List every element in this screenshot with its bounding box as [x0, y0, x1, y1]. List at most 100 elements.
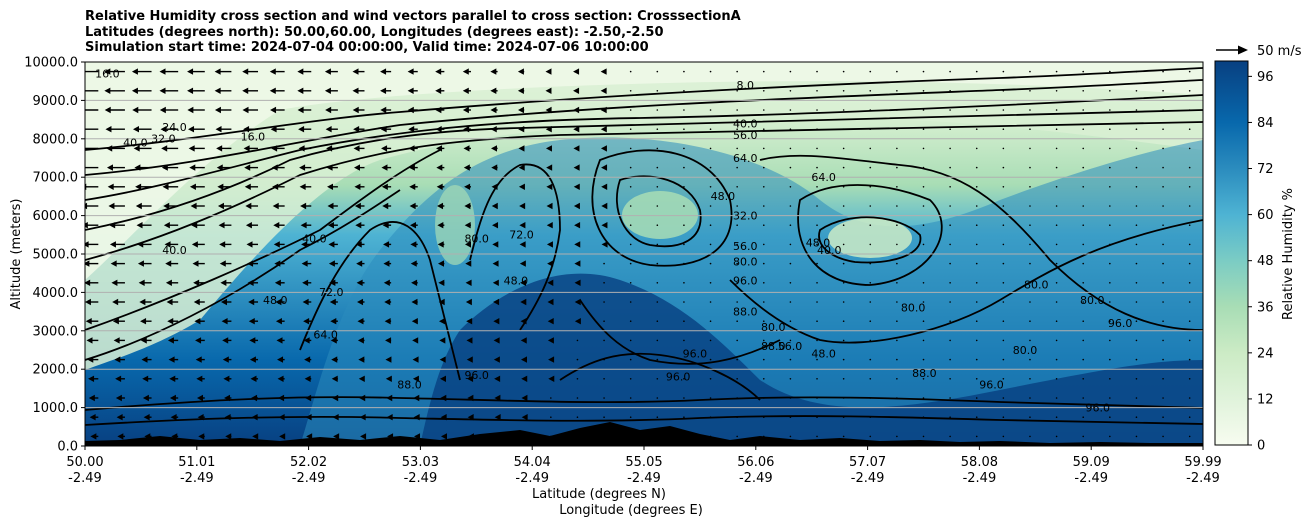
wind-vector-dot: [736, 90, 738, 92]
wind-vector-head: [275, 318, 282, 325]
wind-vector-head: [195, 356, 202, 363]
wind-vector-head: [87, 356, 94, 363]
contour-label: 48.0: [711, 190, 736, 203]
wind-vector-dot: [975, 109, 978, 111]
wind-vector-dot: [762, 205, 765, 207]
contour-label: 48.0: [504, 275, 529, 288]
wind-vector-head: [546, 202, 553, 210]
wind-vector-dot: [1029, 109, 1031, 111]
wind-vector-head: [216, 145, 223, 152]
wind-vector-head: [326, 164, 333, 171]
wind-vector-dot: [1029, 147, 1031, 150]
wind-vector-head: [115, 375, 122, 382]
x-tick-lat-label: 51.01: [178, 455, 215, 470]
colorbar-tick-label: 72: [1257, 162, 1274, 177]
wind-vector-dot: [975, 397, 978, 399]
wind-vector-dot: [1002, 166, 1005, 169]
wind-vector-dot: [789, 301, 792, 303]
contour-label: 96.0: [1108, 317, 1133, 330]
wind-vector-head: [328, 260, 335, 267]
wind-vector-dot: [683, 205, 685, 207]
wind-vector-dot: [1029, 435, 1031, 438]
wind-vector-head: [171, 433, 178, 440]
wind-vector-dot: [789, 358, 792, 361]
wind-vector-dot: [683, 416, 685, 419]
wind-vector-dot: [896, 339, 898, 342]
y-tick-label: 10000.0: [24, 56, 78, 71]
wind-vector-dot: [683, 186, 685, 188]
wind-vector-dot: [1029, 70, 1031, 73]
wind-vector-dot: [896, 397, 898, 399]
wind-vector-head: [332, 394, 339, 402]
wind-vector-dot: [629, 70, 632, 73]
wind-vector-head: [493, 318, 500, 325]
wind-vector-dot: [1055, 205, 1058, 207]
wind-vector-dot: [1082, 320, 1085, 323]
wind-vector-head: [304, 375, 311, 382]
wind-vector-head: [547, 279, 554, 286]
wind-vector-head: [408, 126, 415, 133]
wind-vector-head: [408, 164, 415, 171]
wind-vector-head: [463, 145, 470, 152]
wind-vector-dot: [1109, 224, 1111, 226]
wind-vector-dot: [1188, 320, 1191, 323]
wind-vector-dot: [896, 147, 898, 150]
wind-vector-dot: [842, 435, 845, 438]
x-tick-lon-label: -2.49: [1074, 471, 1108, 486]
wind-vector-dot: [656, 339, 659, 342]
wind-vector-dot: [922, 320, 925, 323]
wind-vector-head: [385, 356, 392, 363]
wind-vector-head: [85, 202, 88, 210]
wind-vector-head: [79, 145, 85, 151]
wind-vector-head: [547, 260, 554, 267]
colorbar-tick-label: 12: [1257, 392, 1274, 407]
wind-vector-head: [387, 433, 394, 440]
wind-vector-dot: [1055, 416, 1058, 419]
wind-vector-dot: [896, 109, 898, 111]
wind-vector-head: [169, 375, 176, 382]
wind-vector-head: [198, 433, 205, 440]
wind-vector-dot: [922, 243, 925, 246]
wind-vector-head: [190, 202, 197, 210]
wind-vector-head: [196, 394, 203, 402]
wind-vector-dot: [576, 358, 579, 361]
wind-vector-dot: [1082, 90, 1085, 92]
wind-vector-dot: [603, 320, 605, 323]
wind-vector-head: [242, 87, 249, 94]
wind-vector-dot: [1109, 109, 1111, 111]
wind-vector-head: [214, 106, 221, 114]
wind-vector-head: [299, 183, 306, 190]
wind-vector-dot: [896, 378, 898, 380]
wind-vector-dot: [975, 435, 978, 438]
wind-vector-head: [305, 414, 312, 421]
wind-vector-head: [352, 106, 359, 114]
wind-vector-dot: [1055, 435, 1058, 438]
contour-label: 88.0: [733, 305, 758, 318]
wind-vector-head: [353, 145, 360, 152]
wind-vector-dot: [789, 128, 792, 130]
x-tick-lon-label: -2.49: [68, 471, 102, 486]
wind-vector-dot: [1188, 90, 1191, 92]
wind-vector-dot: [896, 243, 898, 246]
wind-vector-head: [574, 298, 581, 306]
wind-vector-head: [251, 394, 258, 402]
wind-vector-head: [436, 145, 443, 152]
wind-vector-head: [574, 318, 581, 325]
wind-vector-head: [303, 318, 310, 325]
wind-vector-dot: [975, 339, 978, 342]
wind-vector-dot: [709, 416, 712, 419]
contour-label: 64.0: [313, 328, 338, 341]
wind-vector-dot: [683, 224, 685, 226]
wind-vector-dot: [629, 358, 632, 361]
wind-vector-dot: [949, 282, 951, 284]
contour-label: 16.0: [95, 67, 120, 80]
y-tick-label: 3000.0: [33, 324, 79, 339]
wind-vector-head: [435, 126, 442, 133]
wind-vector-dot: [550, 397, 552, 399]
wind-vector-dot: [603, 378, 605, 380]
wind-vector-dot: [869, 416, 872, 419]
contour-label: 56.0: [733, 240, 758, 253]
wind-vector-dot: [869, 435, 872, 438]
wind-vector-dot: [1002, 243, 1005, 246]
wind-vector-head: [517, 68, 524, 75]
